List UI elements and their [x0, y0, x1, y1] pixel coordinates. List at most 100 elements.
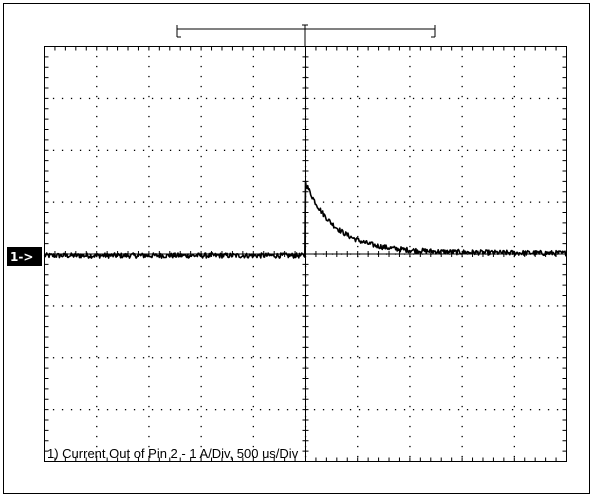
grid-dot-vertical [96, 95, 98, 98]
grid-dot-vertical [357, 345, 359, 348]
grid-dot-horizontal [340, 201, 343, 203]
grid-dot-horizontal [322, 409, 325, 411]
grid-dot-horizontal [439, 97, 442, 100]
grid-dot-vertical [252, 305, 254, 308]
grid-dot-horizontal [151, 201, 154, 203]
grid-dot-vertical [200, 105, 202, 108]
grid-dot-horizontal [106, 305, 109, 307]
grid-dot-vertical [409, 125, 411, 128]
grid-dot-horizontal [178, 357, 181, 359]
grid-dot-horizontal [439, 201, 442, 203]
grid-dot-vertical [461, 355, 463, 358]
grid-dot-horizontal [97, 201, 100, 203]
grid-dot-vertical [461, 415, 463, 418]
grid-dot-vertical [513, 275, 515, 278]
grid-dot-horizontal [88, 97, 91, 100]
grid-dot-vertical [200, 205, 202, 208]
grid-dot-vertical [148, 95, 150, 98]
grid-dot-vertical [148, 165, 150, 168]
grid-dot-horizontal [241, 357, 244, 359]
grid-dot-horizontal [124, 305, 127, 307]
timebase-bracket [176, 24, 436, 46]
grid-dot-vertical [96, 275, 98, 278]
grid-dot-horizontal [412, 201, 415, 203]
grid-dot-vertical [513, 245, 515, 248]
grid-dot-vertical [200, 345, 202, 348]
grid-dot-horizontal [106, 149, 109, 151]
grid-dot-vertical [409, 405, 411, 408]
grid-dot-horizontal [286, 97, 289, 100]
grid-dot-horizontal [385, 97, 388, 100]
grid-dot-horizontal [268, 409, 271, 411]
grid-dot-horizontal [133, 97, 136, 100]
grid-dot-horizontal [277, 97, 280, 100]
grid-dot-horizontal [430, 305, 433, 307]
grid-dot-horizontal [520, 149, 523, 151]
grid-dot-vertical [513, 385, 515, 388]
grid-dot-vertical [409, 285, 411, 288]
grid-dot-vertical [409, 365, 411, 368]
grid-dot-horizontal [394, 149, 397, 151]
grid-dot-horizontal [187, 357, 190, 359]
grid-dot-horizontal [502, 409, 505, 411]
grid-dot-vertical [252, 365, 254, 368]
grid-dot-vertical [513, 55, 515, 58]
grid-dot-vertical [252, 425, 254, 428]
grid-dot-vertical [200, 355, 202, 358]
grid-dot-vertical [252, 455, 254, 458]
grid-dot-vertical [200, 145, 202, 148]
grid-dot-vertical [252, 375, 254, 378]
grid-dot-horizontal [340, 409, 343, 411]
grid-dot-horizontal [88, 409, 91, 411]
grid-dot-vertical [200, 55, 202, 58]
grid-dot-horizontal [520, 97, 523, 100]
grid-dot-horizontal [232, 149, 235, 151]
grid-dot-vertical [148, 195, 150, 198]
grid-dot-horizontal [448, 409, 451, 411]
grid-dot-horizontal [133, 305, 136, 307]
grid-dot-horizontal [448, 201, 451, 203]
grid-dot-horizontal [529, 201, 532, 203]
grid-dot-horizontal [556, 409, 559, 411]
grid-dot-horizontal [313, 97, 316, 100]
grid-dot-horizontal [106, 201, 109, 203]
grid-dot-vertical [513, 375, 515, 378]
grid-dot-horizontal [178, 201, 181, 203]
grid-dot-vertical [148, 355, 150, 358]
grid-dot-vertical [513, 435, 515, 438]
grid-dot-horizontal [151, 149, 154, 151]
grid-dot-vertical [148, 145, 150, 148]
grid-dot-horizontal [349, 97, 352, 100]
grid-dot-vertical [357, 115, 359, 118]
grid-dot-horizontal [259, 97, 262, 100]
grid-dot-horizontal [295, 357, 298, 359]
grid-dot-vertical [252, 295, 254, 298]
grid-dot-horizontal [511, 149, 514, 151]
grid-dot-horizontal [286, 149, 289, 151]
grid-dot-horizontal [358, 201, 361, 203]
grid-dot-vertical [252, 155, 254, 158]
grid-dot-vertical [252, 95, 254, 98]
grid-dot-vertical [252, 415, 254, 418]
grid-dot-vertical [96, 445, 98, 448]
grid-dot-vertical [357, 175, 359, 178]
grid-dot-horizontal [358, 305, 361, 307]
grid-dot-horizontal [439, 149, 442, 151]
grid-dot-vertical [409, 345, 411, 348]
grid-dot-horizontal [70, 357, 73, 359]
grid-dot-horizontal [322, 201, 325, 203]
grid-dot-horizontal [349, 357, 352, 359]
grid-dot-vertical [409, 315, 411, 318]
grid-dot-vertical [252, 225, 254, 228]
grid-dot-vertical [513, 215, 515, 218]
grid-dot-vertical [96, 395, 98, 398]
grid-dot-vertical [96, 185, 98, 188]
grid-dot-horizontal [169, 357, 172, 359]
grid-dot-horizontal [196, 201, 199, 203]
grid-dot-vertical [357, 225, 359, 228]
grid-dot-horizontal [385, 201, 388, 203]
grid-dot-vertical [148, 305, 150, 308]
grid-dot-horizontal [547, 201, 550, 203]
grid-dot-vertical [148, 215, 150, 218]
grid-dot-vertical [252, 125, 254, 128]
